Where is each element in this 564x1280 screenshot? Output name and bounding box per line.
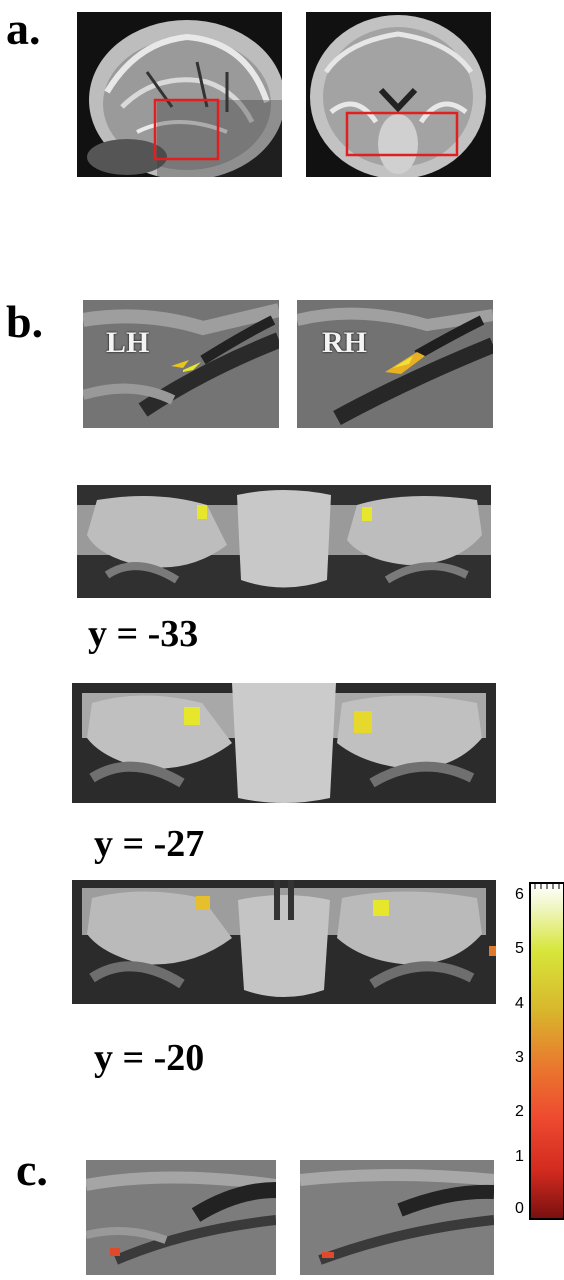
colorbar-tick-2: 2 xyxy=(515,1103,524,1120)
coronal-slice-image-3 xyxy=(72,880,496,1004)
panel-c-right-image xyxy=(300,1160,494,1275)
panel-label-a: a. xyxy=(6,3,41,54)
rh-sagittal-activation-image xyxy=(297,300,493,428)
colorbar-tick-4: 4 xyxy=(515,995,524,1012)
colorbar-tick-1: 1 xyxy=(515,1148,524,1165)
right-hemisphere-label: RH xyxy=(322,326,367,359)
panel-label-b: b. xyxy=(6,296,44,347)
panel-c-left-image xyxy=(86,1160,276,1275)
left-hemisphere-label: LH xyxy=(106,326,150,359)
slice-label-2: y = -27 xyxy=(94,823,205,865)
colorbar-tick-5: 5 xyxy=(515,940,524,957)
colorbar-tick-6: 6 xyxy=(515,886,524,903)
colorbar-tick-0: 0 xyxy=(515,1200,524,1217)
sagittal-mri-image xyxy=(77,12,282,177)
slice-label-3: y = -20 xyxy=(94,1037,205,1079)
coronal-slice-image-2 xyxy=(72,683,496,803)
activation-colorbar xyxy=(529,882,564,1220)
coronal-slice-image-1 xyxy=(77,485,491,598)
panel-label-c: c. xyxy=(16,1144,48,1195)
slice-label-1: y = -33 xyxy=(88,613,199,655)
colorbar-tick-3: 3 xyxy=(515,1049,524,1066)
lh-sagittal-activation-image xyxy=(83,300,279,428)
coronal-mri-image xyxy=(306,12,491,177)
